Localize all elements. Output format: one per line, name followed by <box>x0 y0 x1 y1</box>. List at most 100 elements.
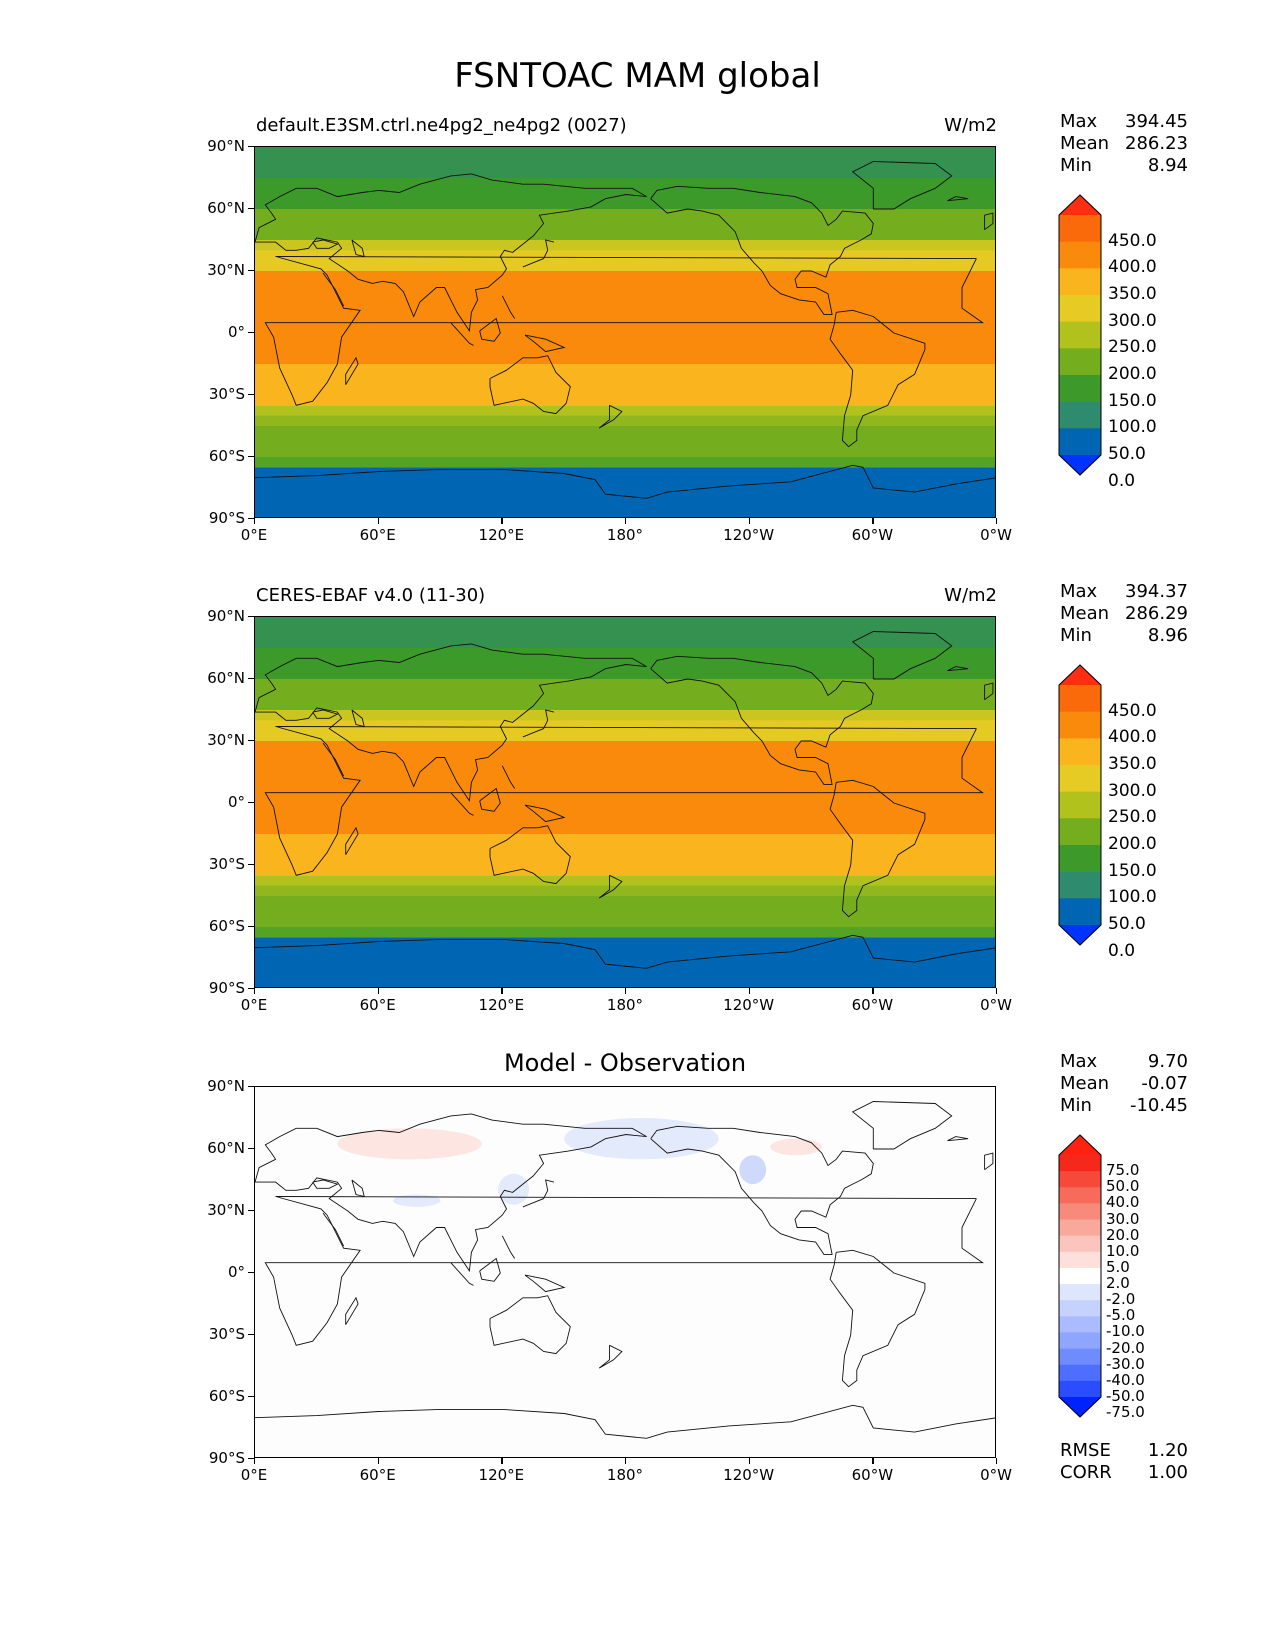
colorbar-extend-min <box>1059 925 1101 945</box>
contour-band <box>255 415 995 426</box>
lon-tick-label: 0°E <box>240 1466 268 1484</box>
coastline <box>650 655 874 785</box>
colorbar-obs <box>1058 664 1102 950</box>
colorbar-segment <box>1059 241 1101 269</box>
colorbar-extend-max <box>1059 195 1101 215</box>
colorbar-segment <box>1059 321 1101 349</box>
coastline <box>522 239 555 268</box>
lon-tick <box>625 1458 627 1464</box>
lon-tick-label: 0°W <box>980 526 1012 544</box>
colorbar-tick-label: -75.0 <box>1106 1403 1145 1422</box>
colorbar-tick-label: 350.0 <box>1108 754 1157 774</box>
lon-tick <box>254 1458 256 1464</box>
lat-tick <box>248 456 254 458</box>
contour-band <box>255 896 995 907</box>
coastline <box>322 742 345 777</box>
colorbar-segment <box>1059 871 1101 899</box>
colorbar-segment <box>1059 1380 1101 1398</box>
colorbar-tick-label: 40.0 <box>1106 1193 1140 1212</box>
colorbar-extend-max <box>1059 665 1101 685</box>
colorbar-segment <box>1059 1316 1101 1333</box>
lon-tick-label: 60°E <box>359 1466 396 1484</box>
colorbar-segment <box>1059 215 1101 243</box>
coastline <box>450 1262 474 1286</box>
colorbar-tick-label: 200.0 <box>1108 834 1157 854</box>
lat-tick <box>248 1458 254 1460</box>
lat-tick <box>248 146 254 148</box>
coastline <box>322 272 345 307</box>
colorbar-tick-label: 5.0 <box>1106 1257 1130 1276</box>
contour-band <box>255 720 995 741</box>
lon-tick <box>748 1458 750 1464</box>
lat-tick <box>248 1334 254 1336</box>
lon-tick <box>996 988 998 994</box>
colorbar-segment <box>1059 1187 1101 1204</box>
colorbar-tick-label: 200.0 <box>1108 364 1157 384</box>
lon-tick-label: 120°W <box>723 996 775 1014</box>
lat-tick <box>248 864 254 866</box>
coastline <box>489 825 571 885</box>
anomaly-region <box>770 1138 822 1156</box>
coastline <box>524 804 566 823</box>
coastline <box>255 643 647 803</box>
coastline <box>984 1152 994 1171</box>
contour-band <box>255 937 995 987</box>
coastline <box>947 1136 969 1142</box>
contour-band <box>255 834 995 876</box>
colorbar-tick-label: 300.0 <box>1108 310 1157 331</box>
colorbar-tick-label: 350.0 <box>1108 284 1157 304</box>
lat-tick <box>248 1396 254 1398</box>
coastline <box>450 792 474 816</box>
lon-tick-label: 120°W <box>723 1466 775 1484</box>
coastline <box>489 355 571 415</box>
lat-tick <box>248 616 254 618</box>
colorbar-tick-label: 150.0 <box>1108 390 1157 411</box>
lat-tick-label: 90°N <box>207 1077 245 1095</box>
lon-tick-label: 180° <box>606 996 644 1014</box>
lon-tick-label: 120°E <box>478 1466 525 1484</box>
lon-tick <box>377 988 379 994</box>
lat-tick-label: 60°S <box>208 447 245 465</box>
colorbar-tick-label: 30.0 <box>1106 1209 1140 1228</box>
colorbar-tick-label: 100.0 <box>1108 887 1157 908</box>
lat-tick <box>248 1272 254 1274</box>
colorbar-tick-label: 50.0 <box>1106 1177 1140 1196</box>
coastline <box>255 934 995 969</box>
colorbar-segment <box>1059 1300 1101 1317</box>
colorbar-segment <box>1059 401 1101 429</box>
colorbar-extend-min <box>1059 1397 1101 1417</box>
panel-model: default.E3SM.ctrl.ne4pg2_ne4pg2 (0027) W… <box>0 111 1275 616</box>
lon-tick-label: 60°W <box>851 996 894 1014</box>
coastline <box>829 779 926 918</box>
lat-tick <box>248 1210 254 1212</box>
colorbar-segment <box>1059 428 1101 456</box>
colorbar-extend-max <box>1059 1135 1101 1155</box>
coastline <box>522 1179 555 1208</box>
colorbar-tick-label: -20.0 <box>1106 1338 1145 1357</box>
lat-tick <box>248 208 254 210</box>
contour-band <box>255 679 995 710</box>
colorbar-segment <box>1059 1348 1101 1366</box>
colorbar-segment <box>1059 1364 1101 1382</box>
contour-band <box>255 710 995 721</box>
lon-tick <box>254 988 256 994</box>
colorbar-tick-label: 0.0 <box>1108 940 1136 961</box>
contour-band <box>255 885 995 896</box>
colorbar-tick-label: -30.0 <box>1106 1354 1145 1373</box>
coastline <box>255 173 647 333</box>
coastline <box>489 1295 571 1355</box>
stats-diff: Max 9.70 Mean -0.07 Min -10.45 <box>1060 1051 1188 1116</box>
map-diff <box>254 1086 996 1458</box>
colorbar-graphic <box>1058 664 1102 946</box>
colorbar-segment <box>1059 711 1101 739</box>
colorbar-tick-label: 250.0 <box>1108 807 1157 828</box>
coastline <box>984 682 994 701</box>
coastline <box>829 309 926 448</box>
coastline <box>255 1113 647 1273</box>
colorbar-tick-label: 10.0 <box>1106 1241 1140 1260</box>
lat-tick <box>248 1148 254 1150</box>
lon-tick <box>377 1458 379 1464</box>
coastline <box>501 295 516 319</box>
colorbar-outline <box>1058 194 1102 476</box>
contour-band <box>255 271 995 364</box>
